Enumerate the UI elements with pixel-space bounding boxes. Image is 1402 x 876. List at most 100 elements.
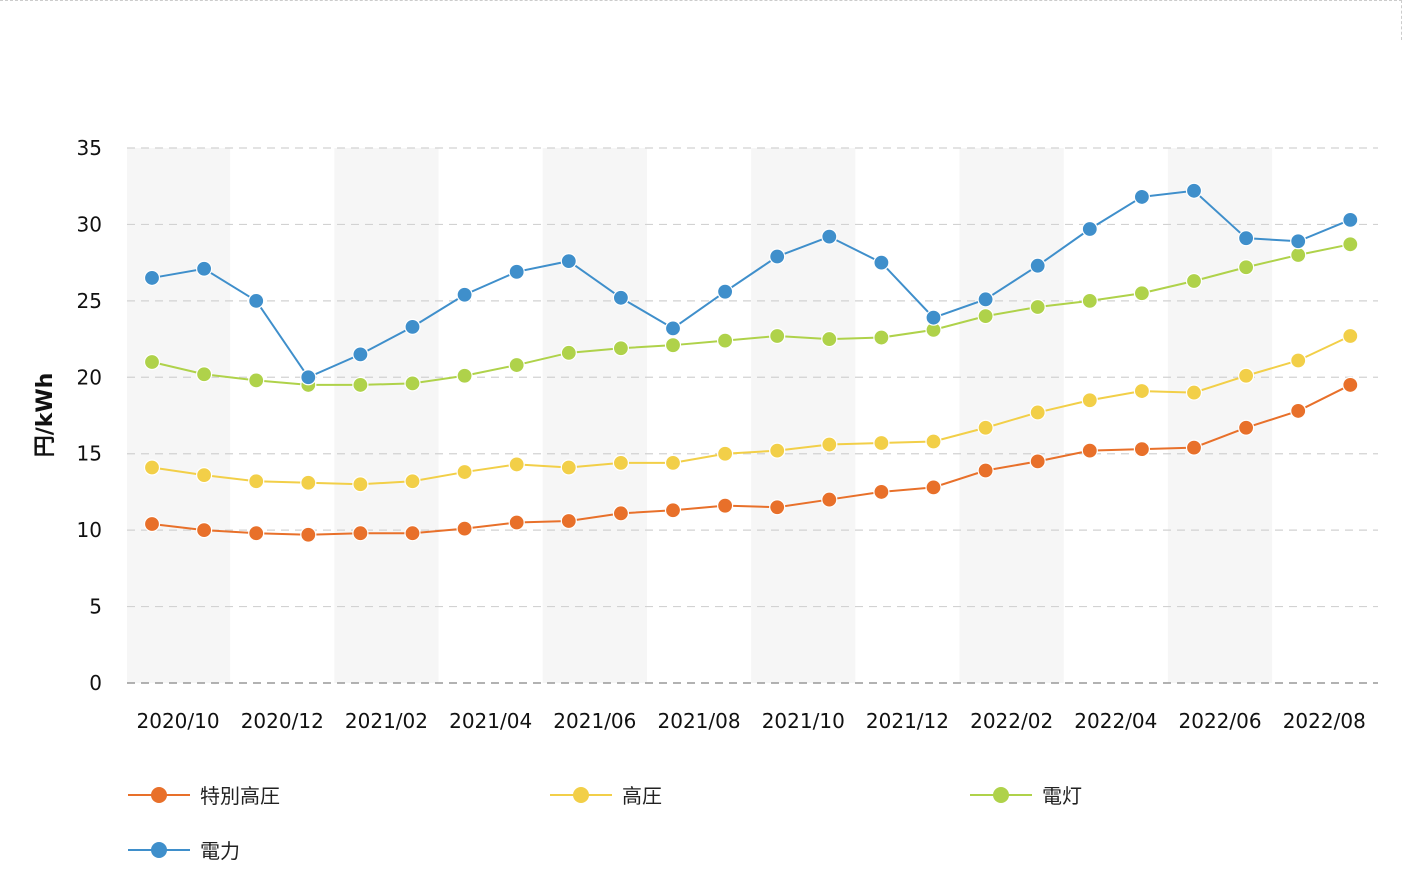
- data-point[interactable]: [508, 356, 525, 374]
- data-point[interactable]: [456, 463, 473, 481]
- data-point[interactable]: [925, 309, 942, 326]
- shade-band: [542, 148, 647, 683]
- data-point[interactable]: [1029, 257, 1046, 274]
- data-point[interactable]: [1290, 246, 1307, 264]
- data-point[interactable]: [821, 330, 838, 348]
- data-point[interactable]: [456, 286, 473, 303]
- data-point[interactable]: [1342, 376, 1359, 394]
- legend-item[interactable]: 電力: [128, 839, 240, 863]
- data-point[interactable]: [1081, 220, 1098, 238]
- data-point[interactable]: [456, 520, 473, 537]
- data-point[interactable]: [404, 473, 421, 490]
- data-point[interactable]: [1185, 182, 1203, 199]
- data-point[interactable]: [1185, 439, 1203, 456]
- data-point[interactable]: [508, 456, 525, 473]
- data-point[interactable]: [143, 459, 161, 476]
- data-point[interactable]: [769, 248, 786, 265]
- data-point[interactable]: [248, 525, 265, 542]
- data-point[interactable]: [1342, 327, 1359, 345]
- data-point[interactable]: [196, 366, 213, 383]
- data-point[interactable]: [1133, 188, 1151, 206]
- data-point[interactable]: [1081, 392, 1098, 409]
- data-point[interactable]: [1237, 367, 1255, 384]
- data-point[interactable]: [1290, 402, 1307, 420]
- data-point[interactable]: [873, 254, 890, 271]
- data-point[interactable]: [404, 375, 421, 392]
- data-point[interactable]: [196, 260, 213, 277]
- data-point[interactable]: [821, 491, 838, 508]
- data-point[interactable]: [248, 292, 265, 309]
- data-point[interactable]: [873, 434, 890, 452]
- data-point[interactable]: [1237, 419, 1255, 436]
- data-point[interactable]: [352, 346, 369, 363]
- data-point[interactable]: [1029, 453, 1046, 470]
- data-point[interactable]: [664, 337, 682, 354]
- data-point[interactable]: [1185, 272, 1203, 290]
- data-point[interactable]: [716, 497, 734, 514]
- data-point[interactable]: [977, 462, 994, 479]
- data-point[interactable]: [977, 308, 994, 325]
- data-point[interactable]: [560, 344, 577, 361]
- data-point[interactable]: [352, 376, 369, 394]
- data-point[interactable]: [1081, 292, 1098, 309]
- data-point[interactable]: [1290, 352, 1307, 369]
- data-point[interactable]: [1133, 382, 1151, 400]
- data-point[interactable]: [352, 476, 369, 493]
- data-point[interactable]: [508, 263, 525, 280]
- data-point[interactable]: [404, 318, 421, 335]
- data-point[interactable]: [873, 483, 890, 501]
- data-point[interactable]: [925, 479, 942, 496]
- data-point[interactable]: [508, 514, 525, 531]
- data-point[interactable]: [143, 353, 161, 371]
- data-point[interactable]: [300, 526, 317, 543]
- data-point[interactable]: [769, 442, 786, 459]
- data-point[interactable]: [1029, 404, 1046, 421]
- data-point[interactable]: [1237, 230, 1255, 247]
- data-point[interactable]: [821, 436, 838, 453]
- data-point[interactable]: [1342, 236, 1359, 253]
- data-point[interactable]: [977, 291, 994, 308]
- data-point[interactable]: [925, 433, 942, 450]
- data-point[interactable]: [716, 445, 734, 462]
- data-point[interactable]: [1133, 285, 1151, 302]
- data-point[interactable]: [560, 253, 577, 270]
- data-point[interactable]: [143, 515, 161, 533]
- data-point[interactable]: [664, 454, 682, 471]
- data-point[interactable]: [769, 327, 786, 345]
- data-point[interactable]: [1185, 384, 1203, 401]
- data-point[interactable]: [143, 269, 161, 287]
- data-point[interactable]: [769, 499, 786, 516]
- data-point[interactable]: [352, 525, 369, 542]
- data-point[interactable]: [196, 467, 213, 484]
- legend-item[interactable]: 特別高圧: [128, 784, 280, 808]
- data-point[interactable]: [456, 367, 473, 384]
- shade-band: [1167, 148, 1273, 683]
- data-point[interactable]: [821, 228, 838, 245]
- data-point[interactable]: [1133, 441, 1151, 458]
- data-point[interactable]: [1342, 211, 1359, 228]
- data-point[interactable]: [248, 372, 265, 389]
- data-point[interactable]: [560, 512, 577, 530]
- data-point[interactable]: [873, 329, 890, 346]
- data-point[interactable]: [248, 473, 265, 490]
- data-point[interactable]: [1029, 298, 1046, 316]
- data-point[interactable]: [664, 320, 682, 337]
- data-point[interactable]: [300, 474, 317, 491]
- data-point[interactable]: [1237, 259, 1255, 276]
- data-point[interactable]: [1081, 442, 1098, 459]
- legend-item[interactable]: 高圧: [550, 784, 662, 808]
- data-point[interactable]: [612, 505, 630, 522]
- data-point[interactable]: [404, 525, 421, 542]
- data-point[interactable]: [716, 332, 734, 349]
- data-point[interactable]: [977, 419, 994, 436]
- data-point[interactable]: [196, 522, 213, 539]
- data-point[interactable]: [612, 454, 630, 471]
- data-point[interactable]: [1290, 233, 1307, 250]
- data-point[interactable]: [612, 340, 630, 357]
- data-point[interactable]: [612, 289, 630, 306]
- legend-item[interactable]: 電灯: [970, 784, 1082, 808]
- data-point[interactable]: [664, 502, 682, 519]
- data-point[interactable]: [300, 369, 317, 386]
- data-point[interactable]: [560, 459, 577, 476]
- data-point[interactable]: [716, 283, 734, 300]
